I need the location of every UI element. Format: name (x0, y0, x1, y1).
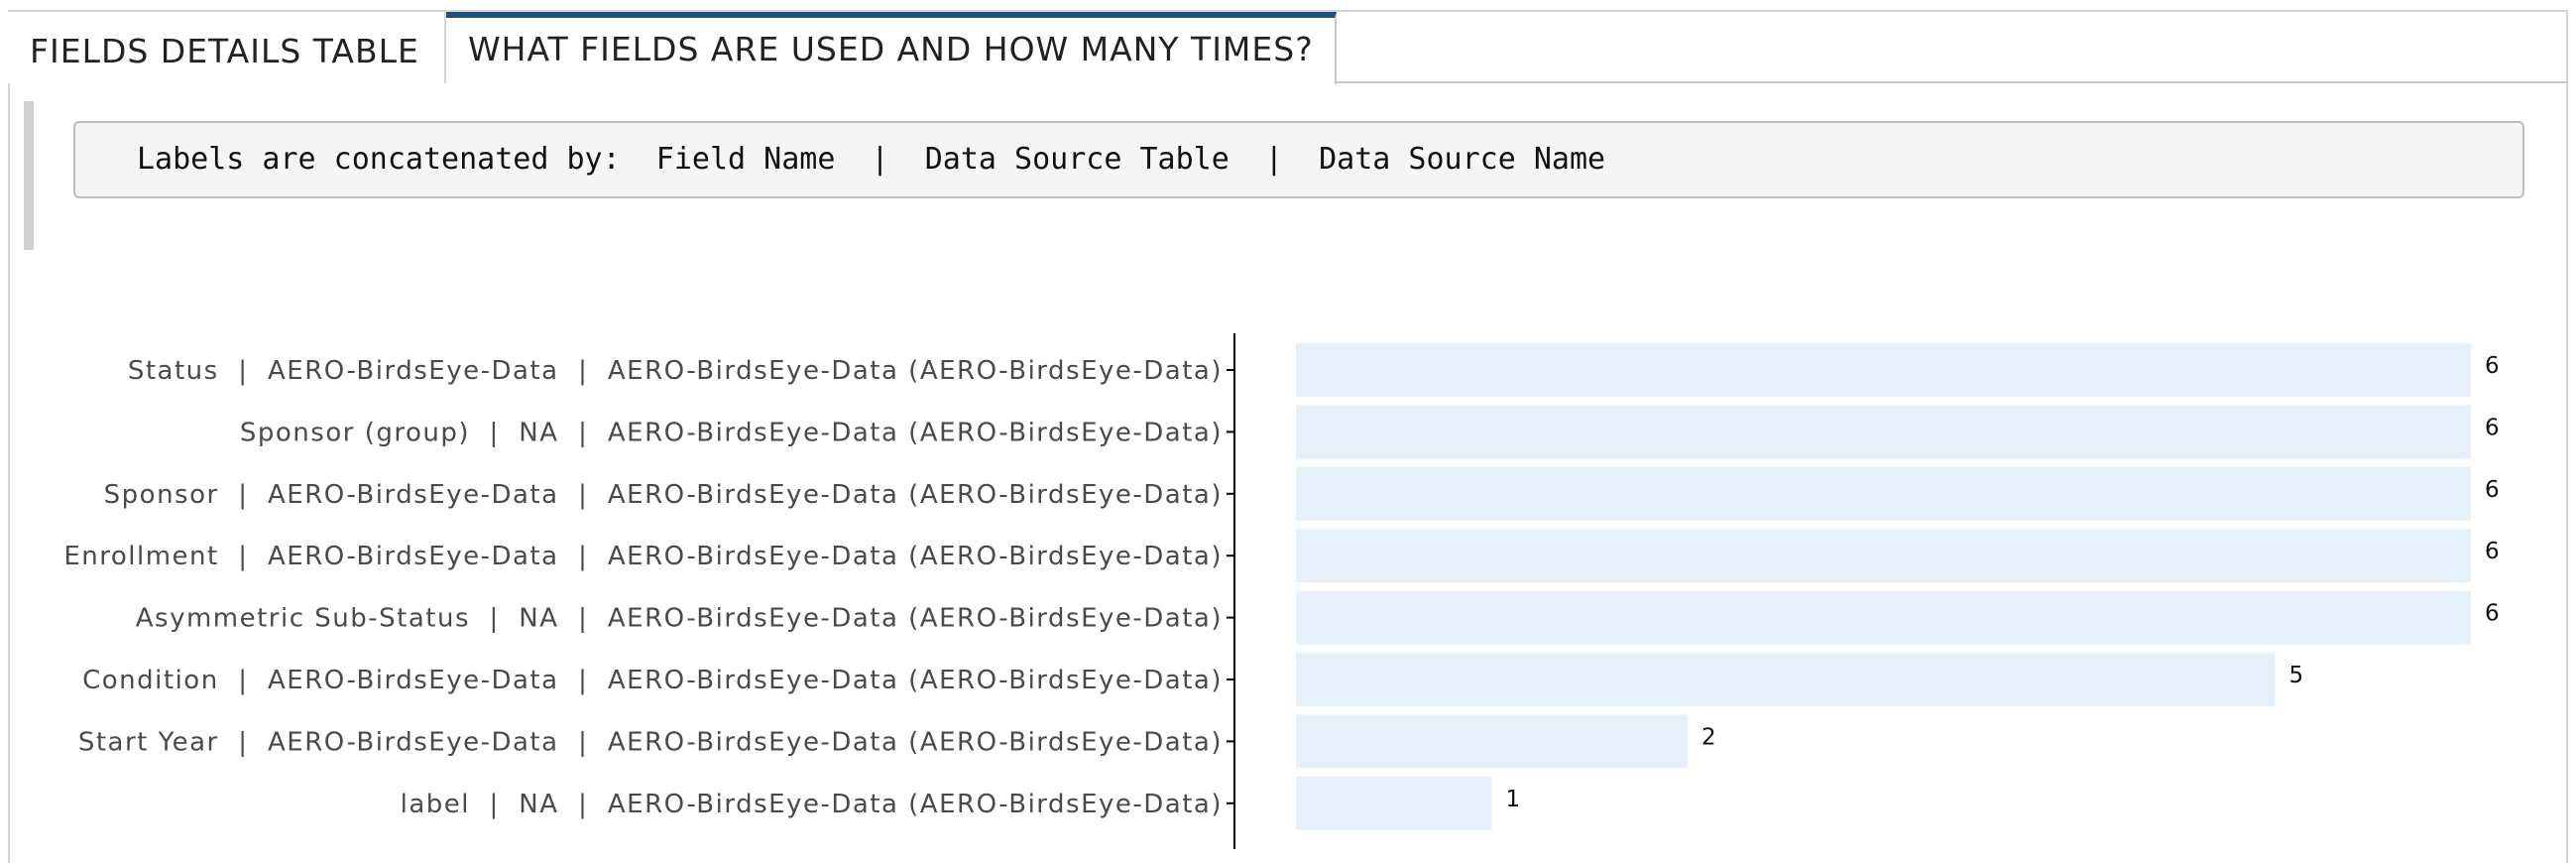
bar-value-label: 2 (1701, 724, 1716, 750)
bar[interactable] (1296, 590, 2471, 645)
bar[interactable] (1296, 776, 1492, 830)
note-separator: | (1264, 142, 1283, 177)
bar[interactable] (1296, 714, 1688, 769)
note-prefix: Labels are concatenated by: (137, 142, 621, 177)
category-tick-label: Sponsor | AERO-BirdsEye-Data | AERO-Bird… (104, 480, 1223, 510)
note-separator: | (871, 142, 889, 177)
category-tick-label: label | NA | AERO-BirdsEye-Data (AERO-Bi… (401, 790, 1223, 819)
bar-value-label: 6 (2485, 353, 2500, 379)
note-part-data-source-table: Data Source Table (924, 142, 1229, 177)
tab-fields-details-table[interactable]: FIELDS DETAILS TABLE (8, 12, 446, 83)
bar[interactable] (1296, 653, 2276, 706)
bar-value-label: 6 (2485, 415, 2500, 440)
note-part-data-source-name: Data Source Name (1319, 142, 1606, 177)
category-tick-label: Start Year | AERO-BirdsEye-Data | AERO-B… (78, 727, 1223, 757)
category-tick-label: Status | AERO-BirdsEye-Data | AERO-Birds… (128, 356, 1223, 386)
bar[interactable] (1296, 466, 2471, 521)
tab-what-fields-are-used[interactable]: WHAT FIELDS ARE USED AND HOW MANY TIMES? (446, 12, 1337, 85)
bar[interactable] (1296, 405, 2471, 459)
category-tick-label: Sponsor (group) | NA | AERO-BirdsEye-Dat… (240, 418, 1223, 447)
category-tick-label: Asymmetric Sub-Status | NA | AERO-BirdsE… (136, 604, 1223, 634)
bar-value-label: 1 (1506, 787, 1521, 812)
bar-value-label: 6 (2485, 477, 2500, 503)
category-tick-label: Enrollment | AERO-BirdsEye-Data | AERO-B… (63, 542, 1223, 571)
bar[interactable] (1296, 529, 2471, 583)
tab-bar: FIELDS DETAILS TABLE WHAT FIELDS ARE USE… (8, 12, 2568, 85)
tab-panel-frame (8, 10, 2568, 863)
blockquote-bar (24, 101, 34, 250)
field-usage-bar-chart: Status | AERO-BirdsEye-Data | AERO-Birds… (63, 333, 2500, 849)
bar-value-label: 6 (2485, 601, 2500, 627)
bar-value-label: 6 (2485, 539, 2500, 564)
category-tick-label: Condition | AERO-BirdsEye-Data | AERO-Bi… (82, 666, 1223, 695)
note-part-field-name: Field Name (655, 142, 836, 177)
concatenation-note: Labels are concatenated by: Field Name |… (73, 121, 2524, 198)
bar-value-label: 5 (2289, 663, 2304, 688)
bar[interactable] (1296, 343, 2471, 397)
